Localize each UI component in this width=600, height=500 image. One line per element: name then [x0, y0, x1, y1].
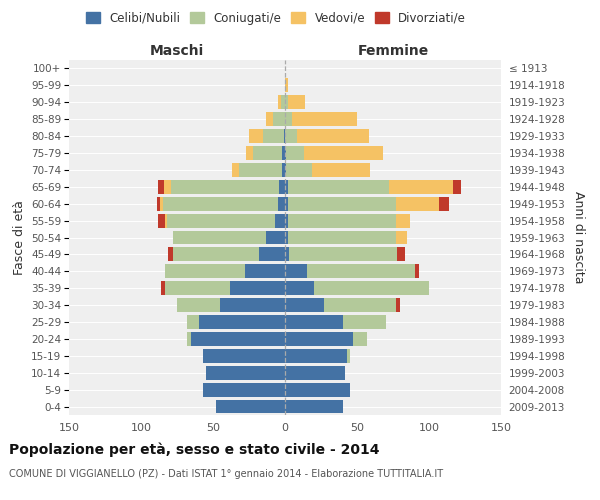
Bar	[199, 315, 285, 329]
Bar	[415, 264, 419, 278]
Bar	[313, 163, 370, 177]
Bar	[167, 214, 275, 228]
Bar	[158, 214, 166, 228]
Bar	[157, 197, 160, 210]
Bar	[177, 298, 220, 312]
Bar	[307, 264, 415, 278]
Bar	[203, 349, 285, 363]
Bar	[245, 264, 285, 278]
Bar	[396, 230, 407, 244]
Bar	[169, 248, 173, 262]
Bar	[285, 146, 286, 160]
Bar	[285, 180, 288, 194]
Bar	[285, 112, 292, 126]
Bar	[203, 382, 285, 396]
Bar	[239, 163, 282, 177]
Bar	[279, 180, 285, 194]
Text: Popolazione per età, sesso e stato civile - 2014: Popolazione per età, sesso e stato civil…	[9, 442, 380, 457]
Bar	[286, 146, 304, 160]
Bar	[292, 112, 357, 126]
Bar	[166, 214, 167, 228]
Bar	[259, 248, 285, 262]
Bar	[266, 112, 274, 126]
Bar	[285, 78, 288, 92]
Bar	[285, 315, 343, 329]
Bar	[220, 298, 285, 312]
Bar	[324, 298, 396, 312]
Bar	[285, 264, 307, 278]
Bar	[285, 163, 286, 177]
Bar	[230, 282, 285, 295]
Bar	[396, 197, 439, 210]
Bar	[278, 96, 281, 109]
Bar	[314, 282, 429, 295]
Bar	[285, 382, 350, 396]
Bar	[191, 332, 285, 346]
Bar	[160, 197, 163, 210]
Bar	[304, 146, 383, 160]
Bar	[285, 282, 314, 295]
Y-axis label: Anni di nascita: Anni di nascita	[572, 191, 585, 284]
Bar	[285, 129, 296, 143]
Bar	[171, 180, 279, 194]
Bar	[206, 366, 285, 380]
Bar	[158, 180, 164, 194]
Bar	[285, 230, 288, 244]
Bar	[286, 163, 313, 177]
Bar	[161, 282, 166, 295]
Bar	[164, 180, 171, 194]
Legend: Celibi/Nubili, Coniugati/e, Vedovi/e, Divorziati/e: Celibi/Nubili, Coniugati/e, Vedovi/e, Di…	[81, 7, 471, 30]
Bar	[285, 298, 324, 312]
Y-axis label: Fasce di età: Fasce di età	[13, 200, 26, 275]
Bar	[439, 197, 449, 210]
Bar	[275, 214, 285, 228]
Bar	[288, 214, 396, 228]
Bar	[285, 96, 288, 109]
Bar	[232, 163, 239, 177]
Bar	[347, 349, 350, 363]
Bar	[289, 248, 397, 262]
Bar	[285, 248, 289, 262]
Bar	[285, 197, 288, 210]
Bar	[187, 315, 199, 329]
Bar	[282, 146, 285, 160]
Bar	[285, 332, 353, 346]
Bar	[163, 197, 278, 210]
Bar	[166, 282, 230, 295]
Bar	[281, 96, 285, 109]
Bar	[285, 400, 343, 413]
Bar	[282, 163, 285, 177]
Bar	[166, 264, 245, 278]
Bar	[353, 332, 367, 346]
Bar	[173, 230, 266, 244]
Bar	[187, 332, 191, 346]
Bar	[216, 400, 285, 413]
Bar	[278, 197, 285, 210]
Bar	[396, 214, 410, 228]
Bar	[396, 298, 400, 312]
Bar	[284, 129, 285, 143]
Bar	[249, 129, 263, 143]
Bar	[296, 129, 368, 143]
Text: Maschi: Maschi	[150, 44, 204, 59]
Bar	[173, 248, 259, 262]
Bar	[389, 180, 454, 194]
Text: COMUNE DI VIGGIANELLO (PZ) - Dati ISTAT 1° gennaio 2014 - Elaborazione TUTTITALI: COMUNE DI VIGGIANELLO (PZ) - Dati ISTAT …	[9, 469, 443, 479]
Bar	[246, 146, 253, 160]
Bar	[343, 315, 386, 329]
Bar	[288, 96, 305, 109]
Bar	[285, 349, 347, 363]
Bar	[285, 366, 346, 380]
Bar	[263, 129, 284, 143]
Bar	[288, 180, 389, 194]
Bar	[285, 214, 288, 228]
Bar	[274, 112, 285, 126]
Bar	[397, 248, 404, 262]
Bar	[288, 197, 396, 210]
Bar	[288, 230, 396, 244]
Bar	[454, 180, 461, 194]
Bar	[253, 146, 282, 160]
Bar	[266, 230, 285, 244]
Text: Femmine: Femmine	[358, 44, 428, 59]
